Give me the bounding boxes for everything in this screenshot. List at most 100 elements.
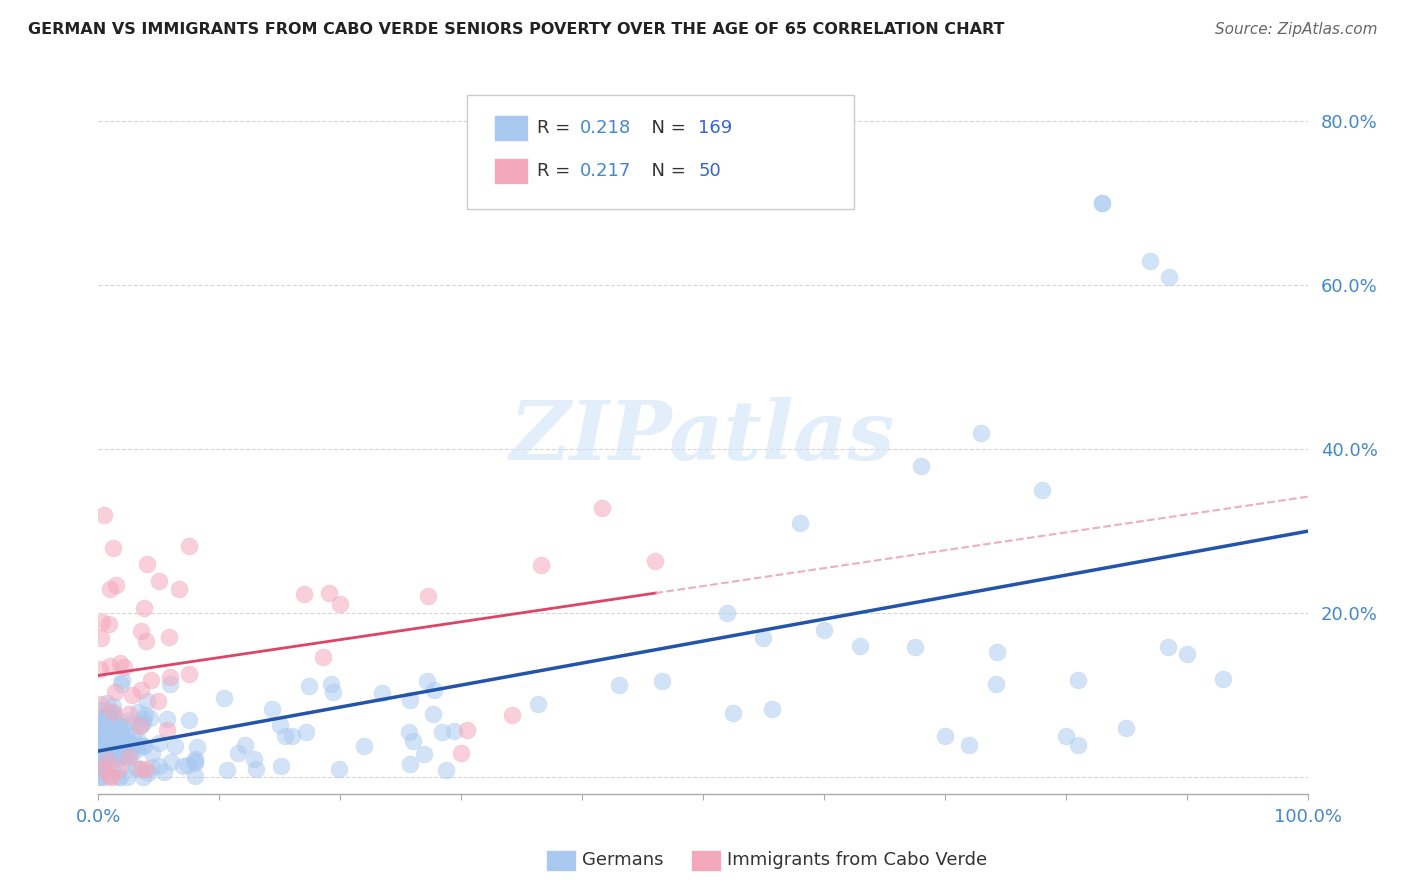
Point <box>124 742 146 756</box>
Point <box>89 720 111 734</box>
Point <box>112 753 135 767</box>
Point <box>243 752 266 766</box>
Point <box>108 771 131 785</box>
Point <box>89 741 111 756</box>
Point <box>90 731 112 745</box>
Point <box>90 736 112 750</box>
Point <box>134 708 156 723</box>
Point <box>281 729 304 743</box>
Point <box>89 728 111 742</box>
Text: 50: 50 <box>699 162 721 180</box>
Point <box>110 677 132 691</box>
Point <box>129 762 152 776</box>
Point <box>100 771 122 785</box>
Point <box>138 711 160 725</box>
Point <box>298 679 321 693</box>
Point <box>416 674 439 689</box>
Point <box>456 723 478 738</box>
Point <box>761 702 783 716</box>
Point <box>101 762 124 776</box>
Text: 0.218: 0.218 <box>579 120 631 137</box>
Point <box>98 769 121 783</box>
Point <box>1157 270 1180 285</box>
Point <box>184 754 207 768</box>
Point <box>91 738 114 752</box>
Point <box>91 726 114 740</box>
Point <box>329 597 352 611</box>
Point <box>96 740 118 755</box>
Point <box>135 762 157 776</box>
Point <box>104 717 127 731</box>
Point <box>443 724 465 739</box>
Point <box>98 727 121 741</box>
Point <box>319 677 342 691</box>
Point <box>91 763 114 777</box>
Point <box>1139 253 1161 268</box>
Point <box>986 645 1008 659</box>
Point <box>111 673 134 687</box>
Point <box>716 607 738 621</box>
Point <box>111 738 134 752</box>
Point <box>1157 640 1180 655</box>
Point <box>422 706 444 721</box>
Point <box>432 724 454 739</box>
Point <box>93 728 115 742</box>
Point <box>89 771 111 785</box>
Point <box>90 615 112 629</box>
Point <box>112 660 135 674</box>
Point <box>1115 721 1137 735</box>
Point <box>156 723 179 737</box>
Point <box>132 715 155 730</box>
Point <box>90 697 112 711</box>
Point <box>328 762 350 776</box>
Point <box>146 694 169 708</box>
Point <box>115 714 138 728</box>
Point <box>115 724 138 739</box>
Point <box>124 762 146 776</box>
Point <box>1091 196 1114 211</box>
Point <box>159 670 181 684</box>
Point <box>120 745 142 759</box>
Point <box>226 746 249 760</box>
Point <box>89 703 111 717</box>
Point <box>108 731 131 746</box>
Point <box>1031 483 1053 498</box>
Point <box>98 659 121 673</box>
Point <box>125 760 148 774</box>
Point <box>127 732 149 747</box>
Text: Immigrants from Cabo Verde: Immigrants from Cabo Verde <box>727 851 987 869</box>
Point <box>1054 730 1077 744</box>
Point <box>97 749 120 764</box>
Point <box>103 714 125 729</box>
Point <box>94 723 117 737</box>
Point <box>214 690 236 705</box>
Point <box>292 587 315 601</box>
Point <box>422 683 444 698</box>
Point <box>1175 648 1198 662</box>
Point <box>93 762 115 776</box>
Point <box>118 736 141 750</box>
Point <box>318 586 340 600</box>
Bar <box>690 849 721 871</box>
Point <box>103 706 125 721</box>
Point <box>121 688 143 702</box>
Point <box>184 756 207 770</box>
Point <box>98 707 121 722</box>
Point <box>108 656 131 670</box>
Point <box>160 755 183 769</box>
Point <box>136 694 159 708</box>
Point <box>98 722 121 736</box>
Point <box>434 763 457 777</box>
Point <box>398 724 420 739</box>
Point <box>94 727 117 741</box>
Point <box>167 582 190 596</box>
Point <box>117 718 139 732</box>
Point <box>530 558 553 573</box>
Point <box>91 712 114 726</box>
Point <box>132 601 155 615</box>
Point <box>141 760 163 774</box>
Point <box>135 633 157 648</box>
Point <box>591 501 613 516</box>
Point <box>90 745 112 759</box>
Point <box>399 757 422 772</box>
